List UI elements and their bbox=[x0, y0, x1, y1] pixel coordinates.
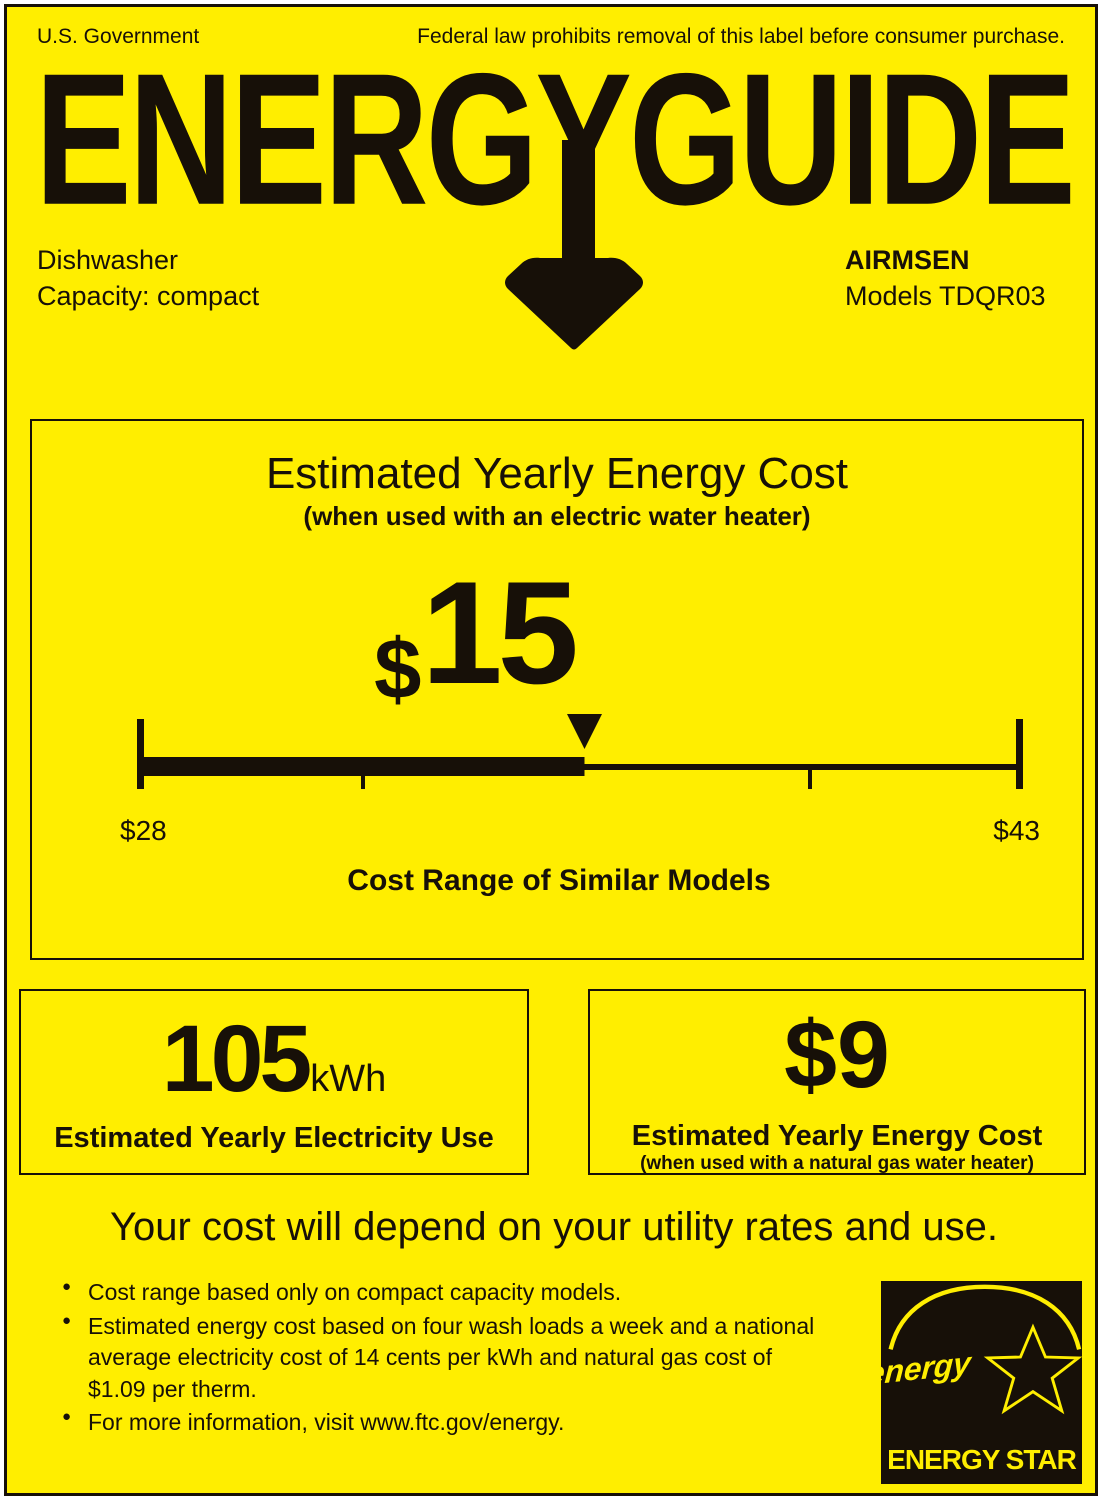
svg-text:energy: energy bbox=[881, 1345, 974, 1392]
